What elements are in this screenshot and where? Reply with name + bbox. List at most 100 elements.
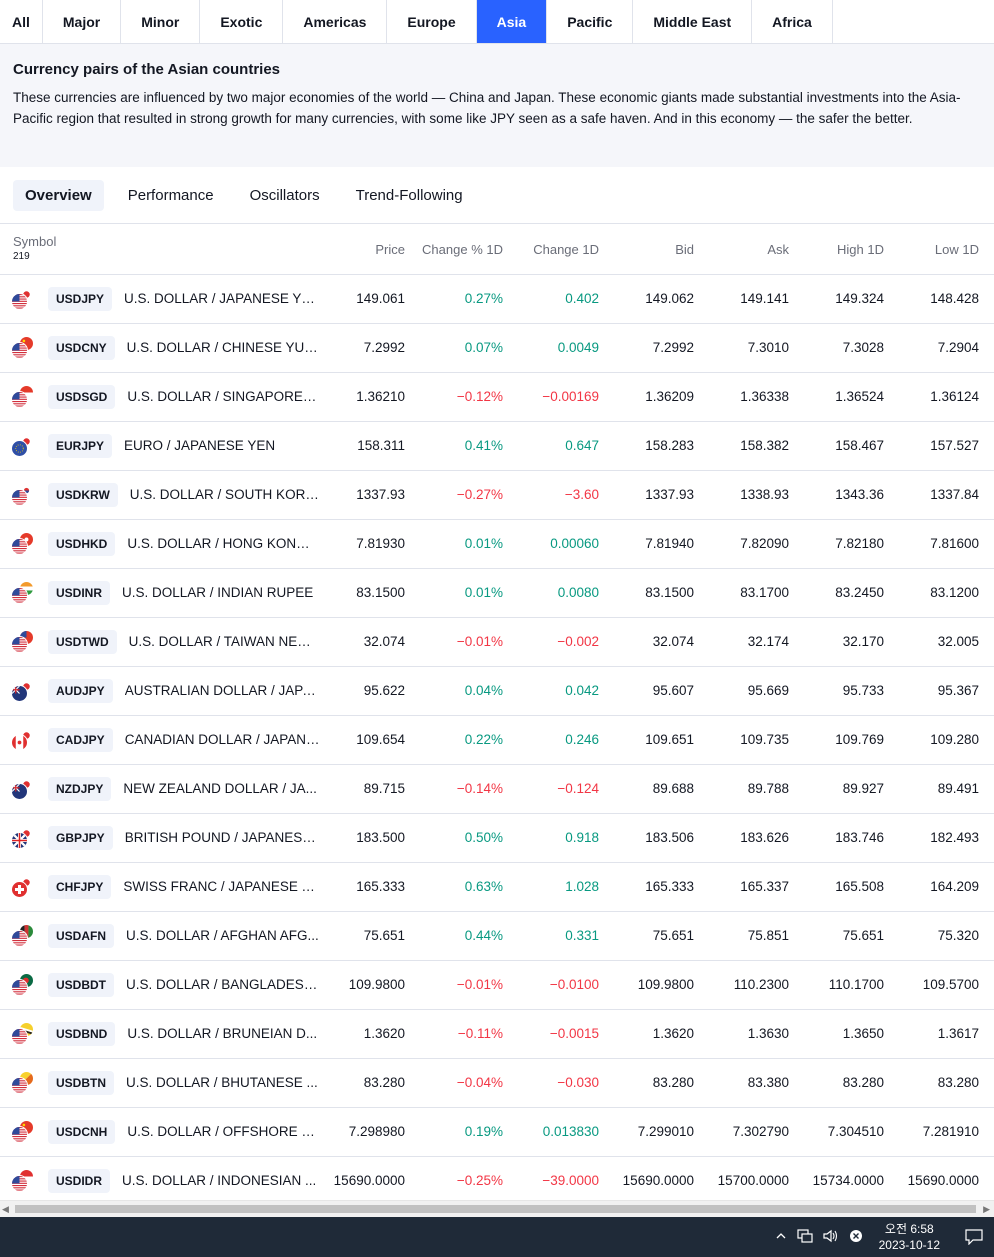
region-tab-all[interactable]: All [0,0,43,43]
region-tab-exotic[interactable]: Exotic [200,0,284,43]
ticker-badge[interactable]: USDSGD [48,384,116,409]
pair-description: U.S. DOLLAR / CHINESE YUAN [126,340,320,355]
region-tab-americas[interactable]: Americas [283,0,388,43]
table-row[interactable]: AUDJPY AUSTRALIAN DOLLAR / JAPA... 95.622 0… [0,666,994,716]
view-tab-overview[interactable]: Overview [13,179,104,211]
ticker-badge[interactable]: USDKRW [48,482,118,507]
table-row[interactable]: USDSGD U.S. DOLLAR / SINGAPORE D... 1.3621… [0,372,994,422]
change-percent-cell: 0.04% [420,666,518,716]
clock-time: 오전 6:58 [884,1222,934,1236]
ticker-badge[interactable]: AUDJPY [48,678,113,703]
table-row[interactable]: CHFJPY SWISS FRANC / JAPANESE YEN 165.333 0… [0,862,994,912]
table-row[interactable]: USDAFN U.S. DOLLAR / AFGHAN AFG... 75.651 0… [0,911,994,961]
region-tab-africa[interactable]: Africa [752,0,833,43]
horizontal-scrollbar[interactable]: ◀ ▶ [0,1200,994,1217]
scrollbar-thumb[interactable] [15,1205,976,1213]
high-cell: 32.170 [804,617,899,667]
ticker-badge[interactable]: USDCNY [48,335,115,360]
column-header-low-1d[interactable]: Low 1D [899,225,994,275]
table-row[interactable]: EURJPY EURO / JAPANESE YEN 158.311 0.41% 0.6… [0,421,994,471]
view-tab-performance[interactable]: Performance [127,186,214,204]
view-tab-trend-following[interactable]: Trend-Following [355,186,463,204]
column-header-symbol[interactable]: Symbol 219 [0,225,320,275]
change-percent-cell: 0.27% [420,274,518,324]
change-percent-cell: −0.01% [420,617,518,667]
notification-icon[interactable] [954,1217,994,1257]
ticker-badge[interactable]: USDHKD [48,531,116,556]
region-tab-asia[interactable]: Asia [476,0,548,43]
region-tab-middle-east[interactable]: Middle East [633,0,753,43]
ticker-badge[interactable]: USDCNH [48,1119,116,1144]
bid-cell: 89.688 [614,764,709,814]
table-row[interactable]: USDJPY U.S. DOLLAR / JAPANESE YEN 149.061 0… [0,274,994,324]
system-clock[interactable]: 오전 6:58 2023-10-12 [879,1221,940,1253]
table-row[interactable]: USDBTN U.S. DOLLAR / BHUTANESE ... 83.280−… [0,1058,994,1108]
pair-description: CANADIAN DOLLAR / JAPANE... [124,732,320,747]
symbol-header-label: Symbol [13,234,57,249]
ticker-badge[interactable]: GBPJPY [48,825,113,850]
change-cell: 0.00060 [518,519,614,569]
chevron-up-icon[interactable] [775,1229,787,1245]
ticker-badge[interactable]: USDTWD [48,629,117,654]
change-cell: 0.013830 [518,1107,614,1157]
symbol-cell: USDAFN U.S. DOLLAR / AFGHAN AFG... [0,911,320,961]
ticker-badge[interactable]: USDBDT [48,972,114,997]
ticker-badge[interactable]: USDJPY [48,286,113,311]
ticker-badge[interactable]: CADJPY [48,727,113,752]
change-cell: 0.246 [518,715,614,765]
ticker-badge[interactable]: EURJPY [48,433,113,458]
change-percent-cell: −0.27% [420,470,518,520]
speaker-icon[interactable] [823,1229,839,1246]
symbol-cell: GBPJPY BRITISH POUND / JAPANESE ... [0,813,320,863]
scroll-right-icon[interactable]: ▶ [983,1204,990,1214]
column-header-ask[interactable]: Ask [709,225,804,275]
region-tab-europe[interactable]: Europe [387,0,477,43]
ticker-badge[interactable]: USDBND [48,1021,116,1046]
ticker-badge[interactable]: USDIDR [48,1168,111,1193]
table-row[interactable]: USDCNH U.S. DOLLAR / OFFSHORE C... 7.29898… [0,1107,994,1157]
region-tab-major[interactable]: Major [43,0,122,43]
mute-status-icon[interactable] [849,1229,863,1246]
table-row[interactable]: USDBND U.S. DOLLAR / BRUNEIAN D... 1.3620−… [0,1009,994,1059]
ticker-badge[interactable]: NZDJPY [48,776,112,801]
column-header-change-1d[interactable]: Change % 1D [420,225,518,275]
table-row[interactable]: USDHKD U.S. DOLLAR / HONG KONG ... 7.81930… [0,519,994,569]
change-percent-cell: 0.41% [420,421,518,471]
low-cell: 182.493 [899,813,994,863]
bid-cell: 75.651 [614,911,709,961]
ticker-badge[interactable]: USDBTN [48,1070,114,1095]
table-row[interactable]: USDCNY U.S. DOLLAR / CHINESE YUAN 7.2992 0.… [0,323,994,373]
table-row[interactable]: NZDJPY NEW ZEALAND DOLLAR / JA... 89.715 −0… [0,764,994,814]
table-row[interactable]: USDKRW U.S. DOLLAR / SOUTH KORE... 1337.93… [0,470,994,520]
ask-cell: 7.3010 [709,323,804,373]
table-row[interactable]: USDIDR U.S. DOLLAR / INDONESIAN ... 15690.… [0,1156,994,1200]
region-tab-pacific[interactable]: Pacific [547,0,634,43]
region-tab-minor[interactable]: Minor [121,0,201,43]
symbol-cell: AUDJPY AUSTRALIAN DOLLAR / JAPA... [0,666,320,716]
table-row[interactable]: USDTWD U.S. DOLLAR / TAIWAN NEW... 32.074−… [0,617,994,667]
price-cell: 1.3620 [320,1009,420,1059]
table-row[interactable]: CADJPY CANADIAN DOLLAR / JAPANE... 109.654… [0,715,994,765]
table-row[interactable]: GBPJPY BRITISH POUND / JAPANESE ... 183.50… [0,813,994,863]
ticker-badge[interactable]: CHFJPY [48,874,112,899]
description-panel: Currency pairs of the Asian countries Th… [0,44,994,167]
low-cell: 164.209 [899,862,994,912]
table-row[interactable]: USDBDT U.S. DOLLAR / BANGLADESH... 109.980… [0,960,994,1010]
ticker-badge[interactable]: USDINR [48,580,111,605]
column-header-bid[interactable]: Bid [614,225,709,275]
column-header-price[interactable]: Price [320,225,420,275]
symbol-cell-content: USDTWD U.S. DOLLAR / TAIWAN NEW... [11,629,320,654]
change-percent-cell: 0.01% [420,568,518,618]
symbol-cell: CHFJPY SWISS FRANC / JAPANESE YEN [0,862,320,912]
network-icon[interactable] [797,1228,813,1246]
symbol-cell: USDBND U.S. DOLLAR / BRUNEIAN D... [0,1009,320,1059]
ticker-badge[interactable]: USDAFN [48,923,114,948]
price-cell: 1337.93 [320,470,420,520]
symbol-cell-content: AUDJPY AUSTRALIAN DOLLAR / JAPA... [11,678,320,703]
column-header-high-1d[interactable]: High 1D [804,225,899,275]
table-row[interactable]: USDINR U.S. DOLLAR / INDIAN RUPEE 83.1500 0… [0,568,994,618]
symbol-cell: USDCNH U.S. DOLLAR / OFFSHORE C... [0,1107,320,1157]
view-tab-oscillators[interactable]: Oscillators [249,186,320,204]
scroll-left-icon[interactable]: ◀ [2,1204,9,1214]
column-header-change-1d[interactable]: Change 1D [518,225,614,275]
